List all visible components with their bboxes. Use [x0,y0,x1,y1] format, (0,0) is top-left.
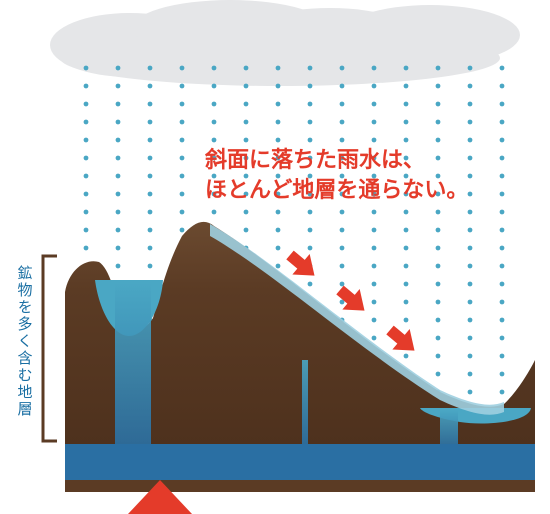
aquifer-band [65,444,535,480]
soil-bottom-strip [65,480,535,492]
clouds [50,0,520,86]
caption-line1: 斜面に落ちた雨水は、 [205,147,425,172]
diagram-svg [0,0,550,514]
diagram-stage: 斜面に落ちた雨水は、 ほとんど地層を通らない。 鉱物を多く含む地層 [0,0,550,514]
caption-line2: ほとんど地層を通らない。 [205,177,468,202]
caption-text: 斜面に落ちた雨水は、 ほとんど地層を通らない。 [205,145,468,204]
stratum-bracket [43,256,57,441]
runoff-arrow [331,280,373,321]
stratum-label: 鉱物を多く含む地層 [15,265,32,418]
